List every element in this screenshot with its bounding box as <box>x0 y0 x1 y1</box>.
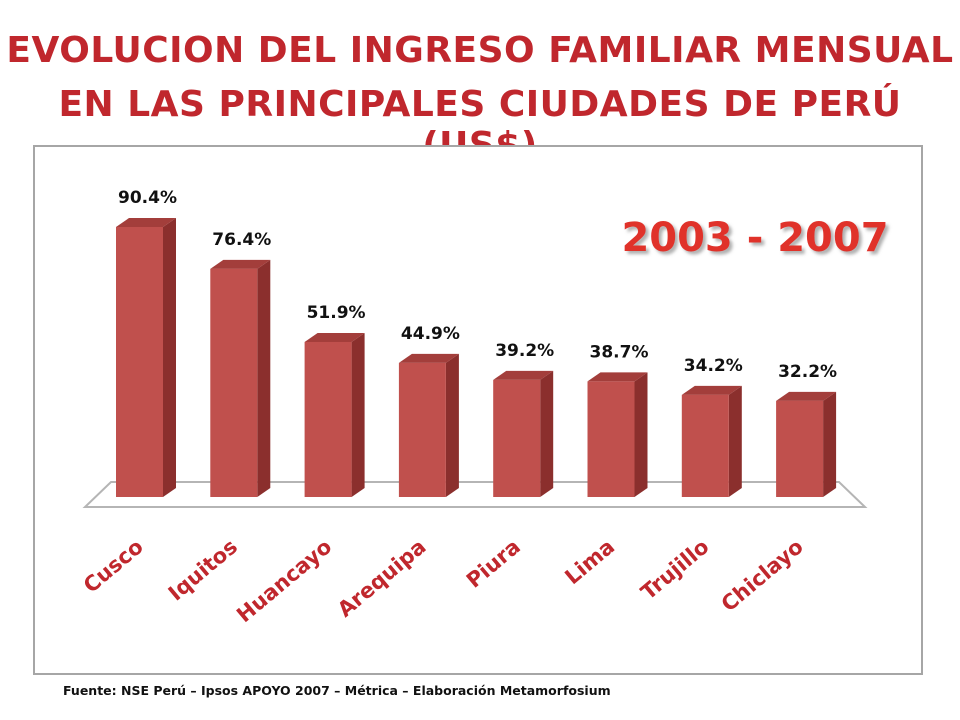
bar-trujillo <box>681 385 742 497</box>
bar-lima <box>587 372 648 497</box>
bar-top-face <box>776 391 837 401</box>
bar-side-face <box>445 353 459 497</box>
category-label: Chiclayo <box>717 534 808 616</box>
value-label: 32.2% <box>778 362 837 382</box>
bar-arequipa <box>398 353 459 497</box>
value-label: 44.9% <box>401 324 460 344</box>
period-label: 2003 - 2007 <box>621 215 888 261</box>
bar-top-face <box>681 385 742 395</box>
bar-cusco <box>116 218 176 497</box>
bar-front-face <box>398 362 446 497</box>
bar-side-face <box>634 372 648 497</box>
bar-side-face <box>728 385 742 497</box>
chart-title-line-1: EVOLUCION DEL INGRESO FAMILIAR MENSUAL <box>6 30 954 71</box>
bar-chiclayo <box>776 391 837 497</box>
value-label: 38.7% <box>590 342 649 362</box>
bar-iquitos <box>210 259 271 497</box>
bar-front-face <box>681 394 729 497</box>
category-label: Trujillo <box>636 534 713 604</box>
category-label: Huancayo <box>232 534 336 627</box>
value-label: 76.4% <box>212 230 271 250</box>
value-label: 34.2% <box>684 356 743 376</box>
bar-front-face <box>304 341 352 497</box>
category-label: Arequipa <box>333 534 431 621</box>
bar-top-face <box>116 218 176 227</box>
bar-top-face <box>398 353 459 363</box>
bar-side-face <box>540 370 554 497</box>
bar-side-face <box>163 218 176 497</box>
chart-floor <box>82 481 868 508</box>
category-label: Lima <box>560 534 619 589</box>
chart-frame <box>33 145 923 675</box>
bars-layer <box>116 218 837 497</box>
category-label: Iquitos <box>164 534 242 605</box>
bar-side-face <box>351 332 365 497</box>
bar-front-face <box>776 400 824 497</box>
bar-top-face <box>304 332 365 342</box>
bar-side-face <box>823 391 837 497</box>
bar-side-face <box>257 259 271 497</box>
bar-top-face <box>493 370 554 380</box>
bar-top-face <box>210 259 271 269</box>
source-note: Fuente: NSE Perú – Ipsos APOYO 2007 – Mé… <box>63 683 611 698</box>
value-label: 90.4% <box>118 188 177 208</box>
bar-huancayo <box>304 332 365 497</box>
bar-piura <box>493 370 554 497</box>
value-labels-layer: 90.4% 76.4% 51.9% 44.9% 39.2% 38.7% 34.2% 32.2% <box>118 188 837 382</box>
bar-chart: 90.4% 76.4% 51.9% 44.9% 39.2% 38.7% 34.2% 32.2%… <box>79 188 889 627</box>
value-label: 39.2% <box>495 341 554 361</box>
bar-top-face <box>587 372 648 382</box>
bar-front-face <box>116 227 163 497</box>
category-label: Cusco <box>79 534 148 597</box>
value-label: 51.9% <box>307 303 366 323</box>
bar-front-face <box>493 379 541 497</box>
category-label: Piura <box>462 534 525 592</box>
bar-front-face <box>587 381 635 497</box>
bar-front-face <box>210 268 258 497</box>
